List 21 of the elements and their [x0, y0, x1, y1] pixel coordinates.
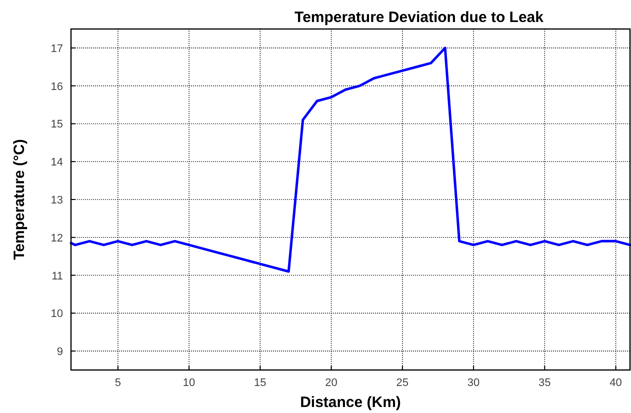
x-tick-label: 5: [114, 377, 121, 389]
chart-title: Temperature Deviation due to Leak: [294, 9, 544, 26]
y-tick-label: 16: [50, 80, 63, 93]
y-tick-label: 9: [56, 346, 63, 358]
y-tick-label: 13: [50, 194, 63, 206]
x-tick-label: 20: [325, 377, 338, 389]
x-tick-label: 30: [467, 377, 480, 389]
x-tick-label: 10: [182, 377, 196, 389]
y-tick-label: 10: [50, 308, 63, 320]
y-tick-label: 17: [50, 42, 63, 55]
x-axis-title: Distance (Km): [300, 394, 401, 411]
y-tick-label: 12: [50, 232, 63, 244]
x-tick-label: 35: [538, 377, 551, 389]
y-tick-label: 15: [50, 118, 63, 131]
y-tick-label: 14: [50, 156, 63, 169]
x-tick-label: 40: [610, 377, 622, 389]
line-series: [70, 46, 631, 273]
y-axis-title: Temperature (°C): [11, 139, 28, 260]
x-tick-label: 25: [396, 377, 409, 389]
x-tick-label: 15: [254, 377, 266, 389]
y-tick-label: 11: [52, 270, 63, 282]
